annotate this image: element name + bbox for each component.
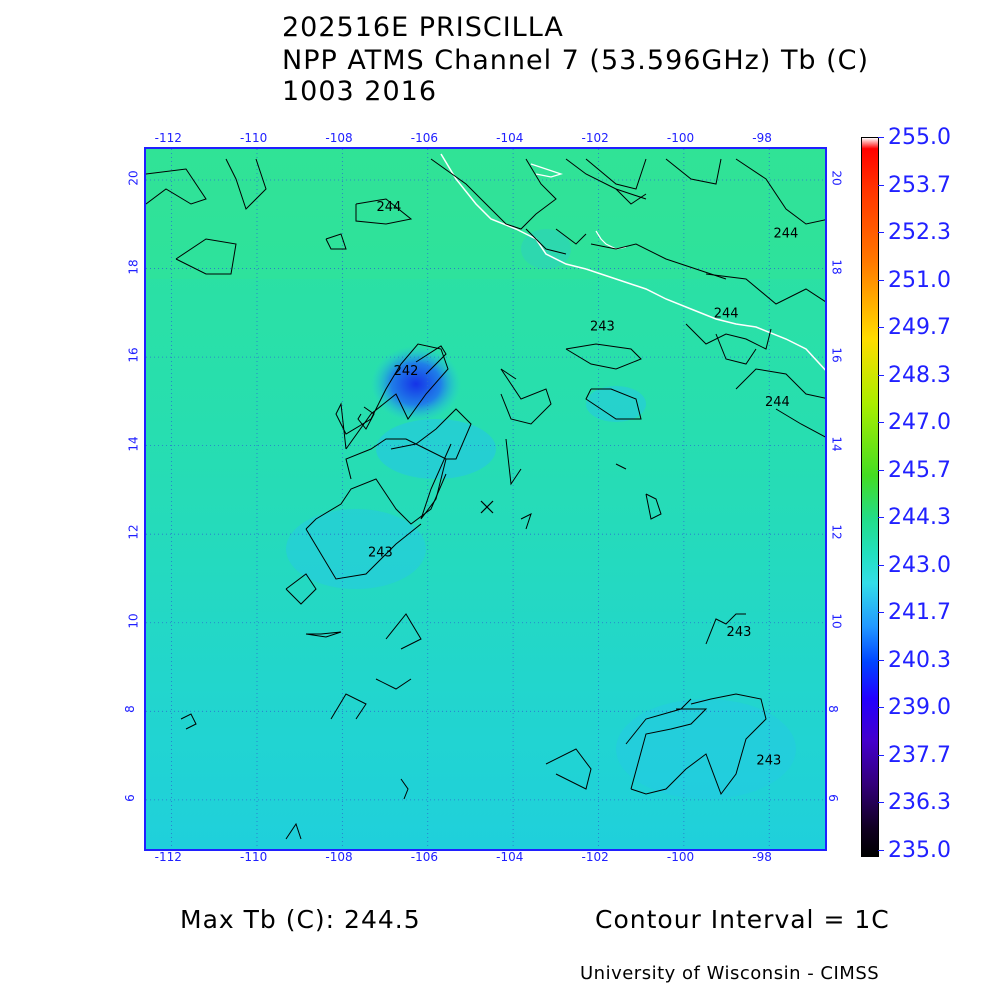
- colorbar-label: 249.7: [888, 315, 951, 341]
- colorbar-label: 251.0: [888, 267, 951, 293]
- colorbar-tick: [878, 564, 884, 566]
- contour-label: 243: [368, 545, 393, 560]
- colorbar-label: 236.3: [888, 790, 951, 816]
- lon-tick-label-top: -100: [666, 131, 695, 145]
- brightness-temperature-map: 244 244 243 244 244 242 243 243 243: [146, 149, 825, 849]
- lat-tick-label-right: 20: [829, 170, 844, 186]
- lon-tick-label-bottom: -112: [154, 850, 182, 864]
- contour-label: 243: [590, 320, 615, 335]
- colorbar-tick: [878, 232, 884, 234]
- lon-tick-label-top: -110: [239, 131, 268, 145]
- field-background: [146, 149, 825, 849]
- colorbar-label: 252.3: [888, 220, 951, 246]
- colorbar-tick: [878, 137, 884, 138]
- cold-region-southwest: [286, 509, 426, 589]
- colorbar-tick: [878, 754, 884, 756]
- lon-tick-label-top: -102: [581, 131, 609, 145]
- colorbar-label: 245.7: [888, 457, 951, 483]
- contour-label: 244: [765, 395, 790, 410]
- lon-tick-label-top: -112: [154, 131, 182, 145]
- colorbar-label: 244.3: [888, 505, 951, 531]
- lon-tick-label-bottom: -110: [239, 850, 268, 864]
- contour-label-layer: 244 244 243 244 244 242 243 243 243: [368, 200, 798, 768]
- lat-tick-label-left: 18: [126, 258, 141, 275]
- colorbar-label: 239.0: [888, 695, 951, 721]
- colorbar-label: 237.7: [888, 742, 951, 768]
- cold-region-southeast: [616, 699, 796, 799]
- lat-tick-label-left: 20: [126, 170, 141, 186]
- coastline-baja-tip: [530, 163, 563, 178]
- lat-tick-label-left: 12: [126, 524, 141, 540]
- map-frame: 244 244 243 244 244 242 243 243 243: [144, 147, 827, 851]
- lat-tick-label-left: 16: [126, 347, 141, 363]
- lat-tick-label-right: 12: [829, 524, 844, 540]
- lon-tick-label-bottom: -106: [410, 850, 438, 864]
- colorbar-tick: [878, 279, 884, 281]
- coastline: [440, 153, 825, 371]
- contour-label: 243: [756, 753, 781, 768]
- storm-center-x-icon: [480, 500, 494, 514]
- cold-patch-east: [586, 386, 646, 422]
- cold-region-center: [371, 346, 461, 422]
- max-tb-readout: Max Tb (C): 244.5: [180, 905, 421, 934]
- title-channel: NPP ATMS Channel 7 (53.596GHz) Tb (C): [282, 45, 870, 76]
- colorbar-tick: [878, 612, 884, 614]
- colorbar-tick: [878, 707, 884, 709]
- lat-tick-label-right: 10: [829, 613, 844, 629]
- colorbar-label: 241.7: [888, 600, 951, 626]
- colorbar-tick: [878, 469, 884, 471]
- colorbar-label: 247.0: [888, 410, 951, 436]
- colorbar-label: 248.3: [888, 362, 951, 388]
- colorbar-tick: [878, 850, 884, 851]
- colorbar-tick: [878, 517, 884, 519]
- colorbar-label: 255.0: [888, 125, 951, 150]
- lon-tick-label-bottom: -108: [325, 850, 353, 864]
- contour-lines: [146, 158, 825, 840]
- lat-tick-label-right: 8: [825, 705, 840, 714]
- colorbar-tick: [878, 184, 884, 186]
- colorbar-label: 253.7: [888, 172, 951, 198]
- lat-tick-label-right: 6: [825, 794, 840, 802]
- lat-tick-label-left: 8: [122, 705, 137, 714]
- lon-tick-label-top: -108: [325, 131, 353, 145]
- colorbar-label: 243.0: [888, 552, 951, 578]
- contour-label: 244: [714, 306, 739, 321]
- colorbar-tick: [878, 659, 884, 661]
- lat-tick-label-left: 6: [122, 794, 137, 802]
- title-date: 1003 2016: [282, 76, 438, 107]
- lon-tick-label-bottom: -100: [666, 850, 695, 864]
- contour-label: 244: [377, 200, 402, 215]
- colorbar-tick: [878, 802, 884, 804]
- lon-tick-label-bottom: -104: [496, 850, 524, 864]
- contour-interval-readout: Contour Interval = 1C: [595, 905, 890, 934]
- colorbar-tick: [878, 327, 884, 329]
- colorbar: [861, 137, 879, 857]
- contour-label: 244: [774, 227, 799, 242]
- contour-label: 243: [727, 625, 752, 640]
- lon-tick-label-top: -104: [496, 131, 524, 145]
- lon-tick-label-bottom: -98: [752, 850, 772, 864]
- lat-tick-label-right: 14: [829, 436, 844, 452]
- cold-region-spiral: [376, 419, 496, 479]
- lat-tick-label-right: 18: [829, 258, 844, 275]
- lat-tick-label-left: 14: [126, 436, 141, 452]
- contour-label: 242: [394, 364, 419, 379]
- lat-lon-grid: [146, 149, 825, 849]
- lon-tick-label-bottom: -102: [581, 850, 609, 864]
- lon-tick-label-top: -106: [410, 131, 438, 145]
- title-storm: 202516E PRISCILLA: [282, 12, 564, 43]
- colorbar-tick: [878, 422, 884, 424]
- lon-tick-label-top: -98: [752, 131, 772, 145]
- colorbar-label: 235.0: [888, 838, 951, 863]
- lat-tick-label-left: 10: [126, 613, 141, 629]
- lat-tick-label-right: 16: [829, 347, 844, 363]
- credit-line: University of Wisconsin - CIMSS: [580, 963, 880, 984]
- colorbar-tick: [878, 374, 884, 376]
- colorbar-label: 240.3: [888, 647, 951, 673]
